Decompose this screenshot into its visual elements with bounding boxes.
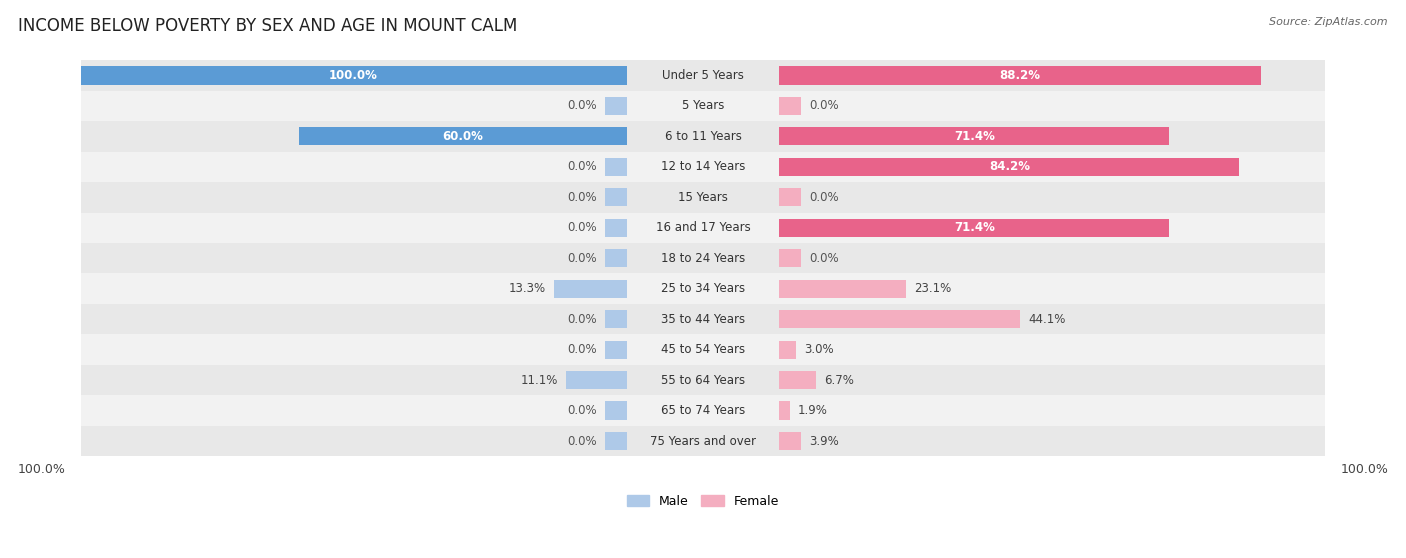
Legend: Male, Female: Male, Female bbox=[621, 490, 785, 513]
Bar bbox=[605, 310, 627, 328]
Bar bbox=[779, 402, 790, 420]
Bar bbox=[80, 365, 1326, 396]
Bar bbox=[80, 334, 1326, 365]
Bar bbox=[80, 273, 1326, 304]
Text: 0.0%: 0.0% bbox=[567, 312, 596, 326]
Text: 11.1%: 11.1% bbox=[520, 374, 558, 387]
Bar bbox=[605, 340, 627, 359]
Bar bbox=[299, 127, 627, 146]
Bar bbox=[779, 310, 1021, 328]
Bar bbox=[605, 219, 627, 237]
Text: 100.0%: 100.0% bbox=[329, 69, 378, 82]
Text: 0.0%: 0.0% bbox=[567, 252, 596, 264]
Text: 88.2%: 88.2% bbox=[1000, 69, 1040, 82]
Text: 55 to 64 Years: 55 to 64 Years bbox=[661, 374, 745, 387]
Bar bbox=[80, 121, 1326, 152]
Bar bbox=[80, 243, 1326, 273]
Bar bbox=[80, 396, 1326, 426]
Text: 0.0%: 0.0% bbox=[567, 343, 596, 356]
Text: 44.1%: 44.1% bbox=[1028, 312, 1066, 326]
Text: Under 5 Years: Under 5 Years bbox=[662, 69, 744, 82]
Text: 0.0%: 0.0% bbox=[567, 222, 596, 234]
Bar bbox=[605, 402, 627, 420]
Text: Source: ZipAtlas.com: Source: ZipAtlas.com bbox=[1270, 17, 1388, 27]
Text: INCOME BELOW POVERTY BY SEX AND AGE IN MOUNT CALM: INCOME BELOW POVERTY BY SEX AND AGE IN M… bbox=[18, 17, 517, 35]
Text: 0.0%: 0.0% bbox=[567, 435, 596, 448]
Text: 45 to 54 Years: 45 to 54 Years bbox=[661, 343, 745, 356]
Bar bbox=[779, 127, 1170, 146]
Text: 0.0%: 0.0% bbox=[810, 99, 839, 112]
Bar bbox=[80, 90, 1326, 121]
Text: 1.9%: 1.9% bbox=[799, 404, 828, 417]
Bar bbox=[605, 158, 627, 176]
Text: 65 to 74 Years: 65 to 74 Years bbox=[661, 404, 745, 417]
Text: 6.7%: 6.7% bbox=[824, 374, 853, 387]
Bar bbox=[554, 280, 627, 298]
Bar bbox=[779, 97, 801, 115]
Text: 71.4%: 71.4% bbox=[953, 222, 995, 234]
Text: 0.0%: 0.0% bbox=[810, 252, 839, 264]
Bar bbox=[80, 426, 1326, 456]
Text: 35 to 44 Years: 35 to 44 Years bbox=[661, 312, 745, 326]
Bar bbox=[779, 249, 801, 267]
Bar bbox=[779, 371, 815, 389]
Text: 100.0%: 100.0% bbox=[1340, 463, 1388, 476]
Text: 25 to 34 Years: 25 to 34 Years bbox=[661, 282, 745, 295]
Text: 71.4%: 71.4% bbox=[953, 130, 995, 143]
Text: 15 Years: 15 Years bbox=[678, 191, 728, 204]
Text: 84.2%: 84.2% bbox=[988, 160, 1029, 174]
Bar bbox=[605, 249, 627, 267]
Bar bbox=[779, 340, 796, 359]
Text: 100.0%: 100.0% bbox=[18, 463, 66, 476]
Text: 0.0%: 0.0% bbox=[567, 99, 596, 112]
Text: 0.0%: 0.0% bbox=[567, 191, 596, 204]
Bar bbox=[567, 371, 627, 389]
Bar bbox=[80, 60, 1326, 90]
Text: 5 Years: 5 Years bbox=[682, 99, 724, 112]
Text: 18 to 24 Years: 18 to 24 Years bbox=[661, 252, 745, 264]
Bar bbox=[80, 213, 1326, 243]
Bar bbox=[605, 432, 627, 450]
Text: 0.0%: 0.0% bbox=[810, 191, 839, 204]
Bar bbox=[779, 158, 1239, 176]
Bar bbox=[779, 432, 801, 450]
Text: 75 Years and over: 75 Years and over bbox=[650, 435, 756, 448]
Text: 3.9%: 3.9% bbox=[808, 435, 839, 448]
Text: 6 to 11 Years: 6 to 11 Years bbox=[665, 130, 741, 143]
Text: 60.0%: 60.0% bbox=[443, 130, 484, 143]
Bar bbox=[80, 182, 1326, 213]
Text: 16 and 17 Years: 16 and 17 Years bbox=[655, 222, 751, 234]
Text: 13.3%: 13.3% bbox=[509, 282, 546, 295]
Bar bbox=[779, 280, 905, 298]
Bar bbox=[605, 97, 627, 115]
Bar bbox=[80, 304, 1326, 334]
Bar bbox=[605, 188, 627, 206]
Text: 23.1%: 23.1% bbox=[914, 282, 950, 295]
Bar bbox=[779, 219, 1170, 237]
Bar bbox=[80, 152, 1326, 182]
Text: 12 to 14 Years: 12 to 14 Years bbox=[661, 160, 745, 174]
Text: 0.0%: 0.0% bbox=[567, 404, 596, 417]
Bar bbox=[80, 66, 627, 84]
Bar bbox=[779, 66, 1261, 84]
Text: 0.0%: 0.0% bbox=[567, 160, 596, 174]
Text: 3.0%: 3.0% bbox=[804, 343, 834, 356]
Bar bbox=[779, 188, 801, 206]
